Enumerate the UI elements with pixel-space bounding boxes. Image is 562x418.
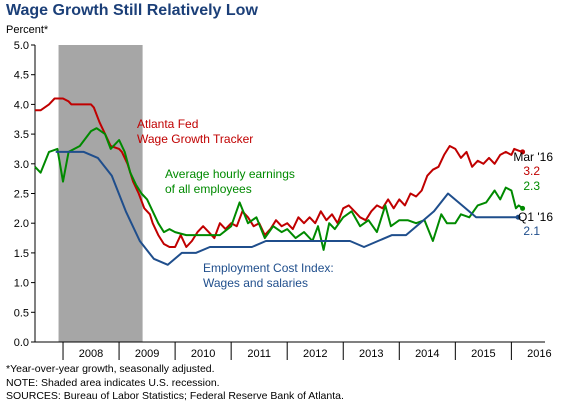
x-tick-label: 2008	[79, 348, 103, 360]
series-label-1: of all employees	[165, 182, 252, 196]
y-tick-label: 0.0	[14, 337, 29, 349]
series-label-2: Wages and salaries	[203, 276, 308, 290]
x-tick-label: 2014	[415, 348, 439, 360]
end-date-label-2: Q1 '16	[518, 210, 553, 224]
footnotes: *Year-over-year growth, seasonally adjus…	[6, 363, 344, 404]
x-tick-label: 2011	[247, 348, 271, 360]
series-line-1	[34, 127, 524, 251]
x-tick-label: 2012	[303, 348, 327, 360]
y-tick-label: 1.5	[14, 248, 29, 260]
series-endpoint-2	[515, 214, 521, 220]
x-tick-label: 2015	[471, 348, 495, 360]
y-tick-label: 1.0	[14, 278, 29, 290]
series-line-2	[55, 150, 519, 266]
x-tick-label: 2009	[135, 348, 159, 360]
series-label-2: Employment Cost Index:	[203, 261, 334, 275]
y-tick-label: 5.0	[14, 40, 29, 52]
end-value-label-2: 2.1	[523, 224, 540, 238]
series-label-0: Wage Growth Tracker	[137, 132, 253, 146]
chart-title: Wage Growth Still Relatively Low	[6, 2, 258, 19]
y-tick-label: 2.0	[14, 218, 29, 230]
x-tick-label: 2013	[359, 348, 383, 360]
y-axis: 0.0 0.5 1.0 1.5 2.0 2.5 3.0 3.5 4.0 4.5 5.0	[14, 40, 36, 349]
y-tick-label: 4.0	[14, 99, 29, 111]
end-date-label-0: Mar '16	[513, 150, 553, 164]
y-tick-label: 3.5	[14, 129, 29, 141]
y-tick-label: 3.0	[14, 159, 29, 171]
y-tick-label: 4.5	[14, 70, 29, 82]
x-tick-label: 2016	[527, 348, 551, 360]
series-label-1: Average hourly earnings	[165, 167, 295, 181]
y-axis-unit: Percent*	[6, 24, 49, 36]
footnote-recession: NOTE: Shaded area indicates U.S. recessi…	[6, 376, 220, 389]
end-value-label-1: 2.3	[523, 179, 540, 193]
recession-shading	[58, 45, 143, 342]
y-tick-label: 0.5	[14, 307, 29, 319]
x-tick-label: 2010	[191, 348, 215, 360]
footnote-sources: SOURCES: Bureau of Labor Statistics; Fed…	[6, 390, 344, 402]
y-tick-label: 2.5	[14, 189, 29, 201]
series-endpoint-1	[520, 205, 526, 211]
series-endpoint-0	[520, 149, 526, 155]
series-lines	[34, 97, 526, 266]
series-label-0: Atlanta Fed	[137, 117, 198, 131]
footnote-growth: *Year-over-year growth, seasonally adjus…	[6, 363, 215, 375]
series-line-0	[35, 97, 523, 248]
end-value-label-0: 3.2	[523, 164, 540, 178]
x-axis: 2008 2009 2010 2011 2012 2013 2014 2015 2016	[35, 341, 552, 360]
